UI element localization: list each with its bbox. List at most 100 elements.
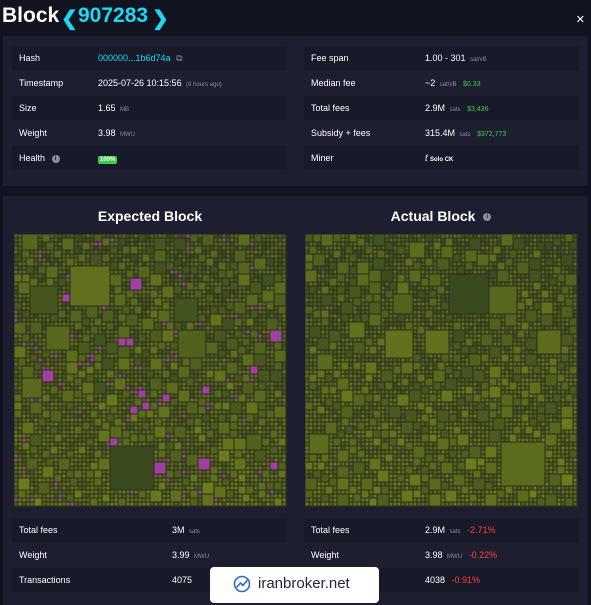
tx-block[interactable] (505, 486, 513, 494)
tx-block[interactable] (509, 422, 513, 426)
tx-block[interactable] (437, 406, 441, 410)
tx-block[interactable] (90, 338, 94, 342)
tx-block[interactable] (497, 262, 505, 270)
tx-block[interactable] (357, 446, 361, 450)
tx-block[interactable] (385, 454, 393, 462)
tx-block[interactable] (393, 450, 397, 454)
tx-block[interactable] (82, 410, 86, 414)
tx-block[interactable] (321, 350, 325, 354)
tx-block[interactable] (138, 378, 142, 382)
tx-block[interactable] (114, 306, 118, 310)
tx-block[interactable] (549, 234, 553, 238)
tx-block[interactable] (14, 470, 18, 474)
tx-block[interactable] (361, 446, 365, 450)
tx-block[interactable] (190, 426, 194, 430)
tx-block[interactable] (409, 486, 413, 490)
tx-block[interactable] (525, 238, 529, 242)
tx-block[interactable] (453, 402, 457, 406)
tx-block[interactable] (230, 402, 242, 414)
tx-block[interactable] (134, 266, 138, 270)
tx-block[interactable] (178, 390, 190, 402)
tx-block[interactable] (78, 330, 82, 334)
tx-block[interactable] (493, 486, 497, 490)
tx-block[interactable] (218, 382, 222, 386)
tx-block[interactable] (389, 250, 393, 254)
tx-block[interactable] (102, 442, 106, 446)
tx-block[interactable] (565, 454, 569, 458)
tx-block[interactable] (34, 342, 38, 346)
tx-block[interactable] (397, 322, 401, 326)
tx-block[interactable] (529, 350, 533, 354)
tx-block-added[interactable] (270, 490, 274, 494)
tx-block[interactable] (34, 422, 38, 426)
tx-block[interactable] (66, 234, 70, 238)
tx-block[interactable] (234, 234, 238, 238)
tx-block[interactable] (218, 366, 222, 370)
tx-block[interactable] (477, 250, 481, 254)
tx-block[interactable] (565, 458, 569, 462)
tx-block[interactable] (162, 330, 174, 342)
tx-block[interactable] (278, 246, 282, 250)
tx-block[interactable] (166, 438, 170, 442)
tx-block[interactable] (349, 454, 353, 458)
tx-block[interactable] (465, 334, 469, 338)
tx-block[interactable] (377, 346, 381, 350)
tx-block[interactable] (557, 274, 565, 282)
tx-block[interactable] (18, 242, 22, 246)
tx-block[interactable] (501, 354, 509, 362)
tx-block[interactable] (102, 246, 106, 250)
tx-block[interactable] (230, 454, 234, 458)
tx-block[interactable] (445, 406, 449, 410)
tx-block[interactable] (457, 422, 461, 426)
tx-block[interactable] (529, 294, 533, 298)
tx-block[interactable] (150, 390, 158, 398)
tx-block[interactable] (142, 278, 146, 282)
tx-block[interactable] (210, 378, 214, 382)
tx-block[interactable] (266, 366, 270, 370)
tx-block[interactable] (429, 402, 433, 406)
tx-block[interactable] (166, 238, 170, 242)
tx-block[interactable] (501, 438, 505, 442)
tx-block[interactable] (497, 234, 501, 238)
tx-block-added[interactable] (234, 394, 238, 398)
tx-block[interactable] (126, 382, 130, 386)
tx-block[interactable] (521, 234, 525, 238)
tx-block[interactable] (397, 426, 401, 430)
tx-block[interactable] (134, 386, 138, 390)
tx-block-added[interactable] (38, 358, 42, 362)
tx-block[interactable] (445, 294, 449, 298)
tx-block[interactable] (274, 422, 278, 426)
tx-block[interactable] (437, 298, 441, 302)
tx-block-added[interactable] (162, 394, 170, 402)
tx-block[interactable] (234, 374, 242, 382)
tx-block[interactable] (305, 478, 317, 490)
tx-block[interactable] (541, 326, 545, 330)
tx-block[interactable] (461, 318, 465, 322)
tx-block[interactable] (305, 402, 313, 410)
tx-block[interactable] (126, 302, 130, 306)
tx-block-added[interactable] (166, 478, 170, 482)
tx-block[interactable] (178, 382, 182, 386)
tx-block[interactable] (357, 354, 361, 358)
tx-block[interactable] (54, 462, 58, 466)
tx-block[interactable] (146, 498, 150, 502)
tx-block[interactable] (337, 342, 341, 346)
tx-block[interactable] (361, 366, 365, 370)
tx-block[interactable] (178, 462, 182, 466)
tx-block[interactable] (42, 258, 46, 262)
tx-block[interactable] (58, 258, 62, 262)
tx-block[interactable] (74, 502, 78, 506)
tx-block[interactable] (381, 286, 385, 290)
tx-block[interactable] (433, 442, 437, 446)
tx-block[interactable] (190, 266, 198, 274)
tx-block[interactable] (226, 474, 230, 478)
tx-block[interactable] (545, 354, 549, 358)
tx-block[interactable] (489, 442, 493, 446)
tx-block[interactable] (501, 386, 505, 390)
tx-block[interactable] (190, 390, 194, 394)
tx-block[interactable] (393, 238, 397, 242)
tx-block[interactable] (405, 270, 409, 274)
tx-block[interactable] (254, 382, 258, 386)
tx-block[interactable] (54, 498, 58, 502)
tx-block[interactable] (573, 422, 577, 426)
